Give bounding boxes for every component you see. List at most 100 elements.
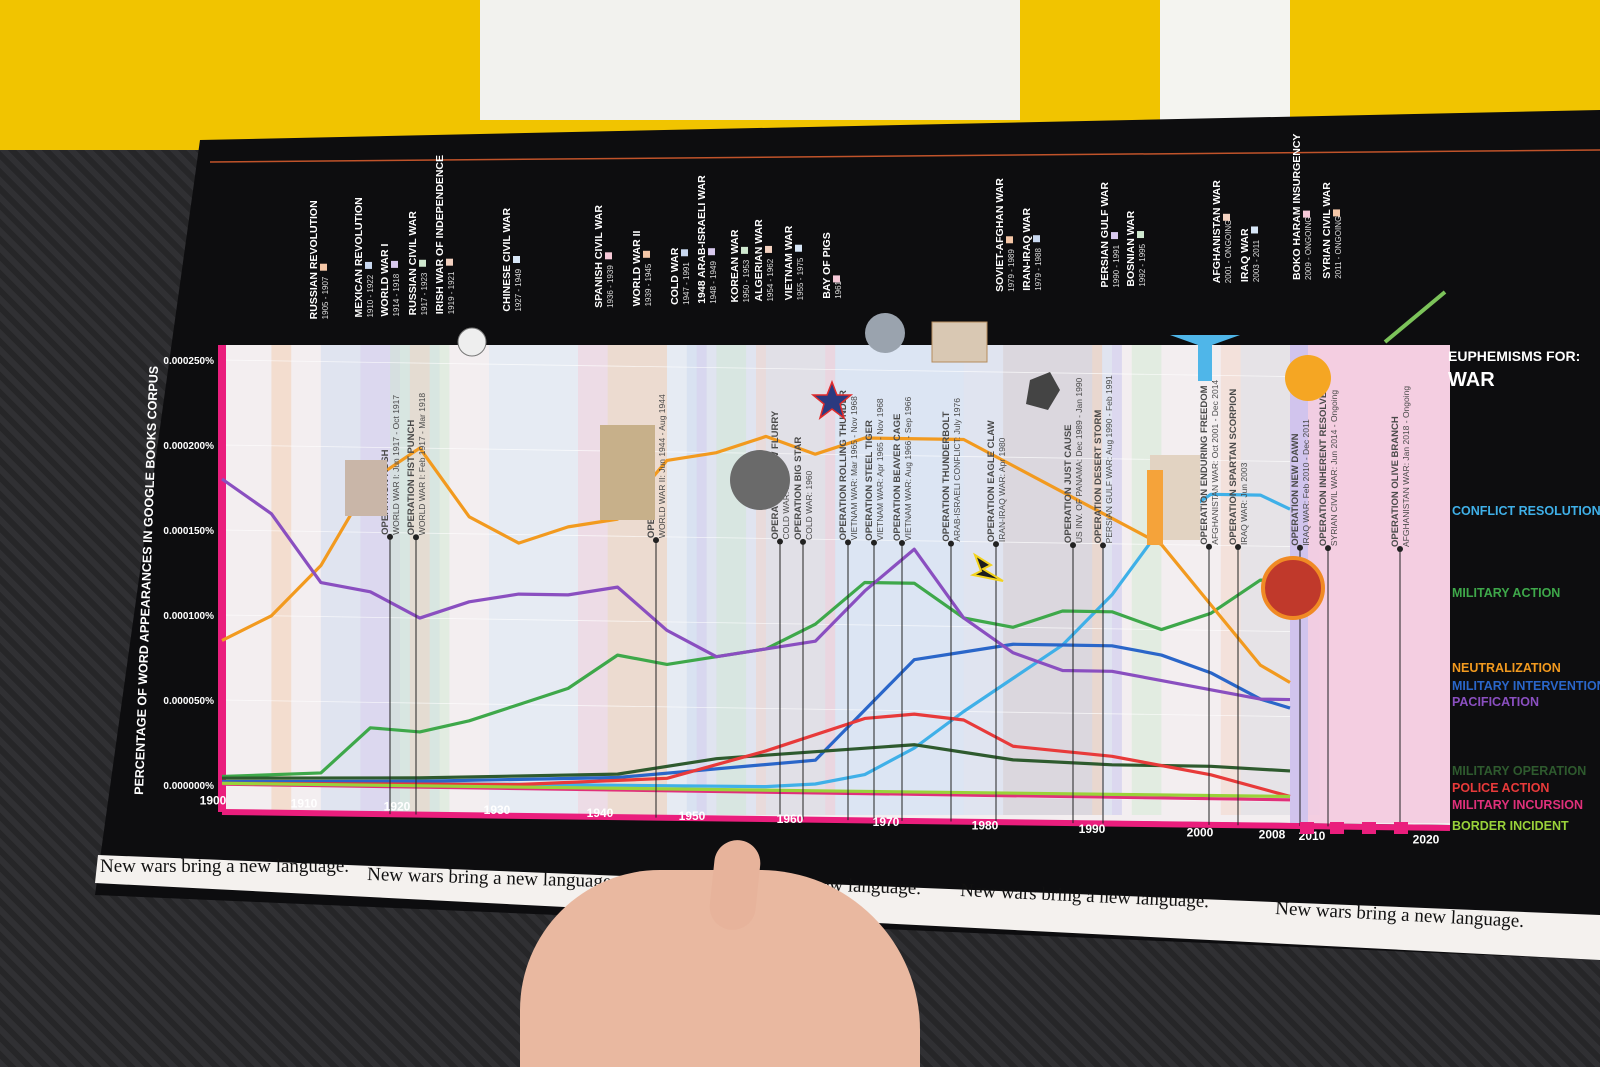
x-tick-labels: 1900 1910 1920 1930 1940 1950 1960 1970 1980 1990… bbox=[200, 794, 1440, 847]
operation-marker-dot bbox=[1397, 546, 1403, 552]
war-name: IRAQ WAR bbox=[1239, 228, 1251, 282]
war-name: MEXICAN REVOLUTION bbox=[353, 197, 365, 317]
war-label: CHINESE CIVIL WAR 1927 - 1949 bbox=[501, 208, 523, 312]
war-name: COLD WAR bbox=[669, 247, 681, 305]
series-line-border-incident bbox=[221, 781, 1291, 799]
war-band bbox=[825, 345, 836, 815]
operation-name: OPERATION ENDURING FREEDOM bbox=[1199, 385, 1210, 544]
war-name: VIETNAM WAR bbox=[783, 225, 795, 300]
series-line-police-action bbox=[221, 712, 1291, 798]
war-label: ALGERIAN WAR 1954 - 1962 bbox=[753, 219, 775, 302]
axis-tail-square bbox=[1394, 822, 1408, 834]
legend-entry: MILITARY ACTION bbox=[1452, 586, 1560, 600]
operation-name: OPERATION EAGLE CLAW bbox=[986, 420, 997, 542]
operation-subtitle: VIETNAM WAR: Aug 1966 - Sep 1966 bbox=[903, 396, 913, 541]
operation-label: OPERATION ROLLING THUNDER VIETNAM WAR: Ma… bbox=[838, 390, 859, 540]
war-band bbox=[1112, 345, 1122, 815]
war-dates: 1992 - 1995 bbox=[1138, 243, 1147, 286]
operation-name: OPERATION SPARTAN SCORPION bbox=[1228, 389, 1239, 545]
operation-name: OPERATION NEW DAWN bbox=[1290, 433, 1301, 545]
operation-label: OPERATION OLIVE BRANCH AFGHANISTAN WAR: J… bbox=[1390, 386, 1411, 547]
war-dates: 1979 - 1989 bbox=[1007, 249, 1016, 292]
operation-marker-dot bbox=[948, 540, 954, 547]
operation-label: OPERATION BEAVER CAGE VIETNAM WAR: Aug 19… bbox=[892, 396, 913, 541]
operation-subtitle: IRAN-IRAQ WAR: Apr 1980 bbox=[997, 437, 1007, 542]
x-tick-label: 1920 bbox=[384, 800, 411, 814]
war-name: SOVIET-AFGHAN WAR bbox=[994, 178, 1006, 292]
operation-name: OPERATION INHERENT RESOLVE bbox=[1318, 392, 1329, 546]
war-color-chip bbox=[1223, 213, 1230, 221]
x-tick-label: 1950 bbox=[679, 809, 706, 823]
war-label: SYRIAN CIVIL WAR 2011 - ONGOING bbox=[1321, 182, 1343, 279]
war-label: WORLD WAR II 1939 - 1945 bbox=[631, 230, 653, 306]
war-name: WORLD WAR I bbox=[379, 243, 391, 316]
war-color-chip bbox=[513, 256, 520, 264]
gridline bbox=[221, 699, 1291, 717]
operation-marker-dot bbox=[845, 539, 851, 546]
war-color-chip bbox=[1006, 236, 1013, 244]
background-door-frame bbox=[1160, 0, 1290, 130]
operation-marker-dot bbox=[653, 537, 659, 544]
war-color-chip bbox=[741, 246, 748, 254]
operation-marker-dot bbox=[871, 539, 877, 546]
operation-subtitle: ARAB-ISRAELI CONFLICT: July 1976 bbox=[952, 398, 962, 542]
operation-subtitle: IRAQ WAR: Jun 2003 bbox=[1239, 462, 1249, 545]
war-dates: 1905 - 1907 bbox=[321, 276, 330, 319]
war-label: SPANISH CIVIL WAR 1936 - 1939 bbox=[593, 205, 615, 308]
series-line-military-action bbox=[221, 578, 1291, 779]
war-color-chip bbox=[1033, 235, 1040, 243]
y-tick-label: 0.000000% bbox=[163, 781, 214, 792]
war-label: AFGHANISTAN WAR 2001 - ONGOING bbox=[1211, 180, 1233, 283]
footer-slogan: New wars bring a new language. bbox=[100, 856, 349, 877]
war-dates: 1914 - 1918 bbox=[392, 273, 401, 316]
photo-soldiers-illustration bbox=[600, 425, 655, 520]
poster-top-rule bbox=[209, 149, 1600, 163]
x-tick-label: 2020 bbox=[1413, 833, 1440, 847]
operation-markers bbox=[387, 533, 1403, 828]
series-lines bbox=[221, 434, 1291, 802]
war-band bbox=[1003, 345, 1093, 815]
legend-heading-small: EUPHEMISMS FOR: bbox=[1448, 348, 1580, 364]
operation-subtitle: AFGHANISTAN WAR: Oct 2001 - Dec 2014 bbox=[1210, 380, 1220, 545]
tiger-head-illustration bbox=[865, 313, 905, 353]
war-label: WORLD WAR I 1914 - 1918 bbox=[379, 243, 401, 316]
war-band bbox=[489, 345, 707, 815]
war-dates: 1955 - 1975 bbox=[796, 257, 805, 300]
war-dates: 1939 - 1945 bbox=[644, 263, 653, 306]
war-band bbox=[716, 345, 747, 815]
operation-label: OPERATION INHERENT RESOLVE SYRIAN CIVIL W… bbox=[1318, 390, 1339, 546]
war-label: VIETNAM WAR 1955 - 1975 bbox=[783, 225, 805, 300]
operation-name: OPERATION THUNDERBOLT bbox=[941, 411, 952, 541]
operation-name: OPERATION ROLLING THUNDER bbox=[838, 390, 849, 540]
war-band bbox=[360, 345, 400, 815]
war-name: IRAN-IRAQ WAR bbox=[1021, 208, 1033, 291]
x-tick-label: 1980 bbox=[972, 818, 999, 832]
war-label: IRAQ WAR 2003 - 2011 bbox=[1239, 226, 1261, 282]
x-tick-label: 1900 bbox=[200, 794, 227, 808]
legend: CONFLICT RESOLUTION MILITARY ACTION NEUTRA… bbox=[1452, 504, 1600, 833]
y-tick-label: 0.000050% bbox=[163, 696, 214, 707]
legend-heading-big: WAR bbox=[1448, 369, 1495, 391]
legend-entry: POLICE ACTION bbox=[1452, 781, 1549, 795]
war-name: RUSSIAN CIVIL WAR bbox=[407, 211, 419, 316]
operation-label: OPERATION STEEL TIGER VIETNAM WAR: Apr 19… bbox=[864, 398, 885, 541]
x-tick-label: 1970 bbox=[873, 815, 900, 829]
war-dates: 1950 - 1953 bbox=[742, 259, 751, 302]
operation-label: OPERATION EAGLE CLAW IRAN-IRAQ WAR: Apr 1… bbox=[986, 420, 1007, 542]
operation-name: OPERATION JUST CAUSE bbox=[1063, 424, 1074, 543]
person-outstretched-icon bbox=[1170, 335, 1240, 381]
gridline bbox=[221, 529, 1291, 547]
war-name: WORLD WAR II bbox=[631, 230, 643, 306]
war-label: RUSSIAN REVOLUTION 1905 - 1907 bbox=[308, 200, 330, 319]
operation-marker-dot bbox=[1100, 542, 1106, 549]
war-label: IRAN-IRAQ WAR 1979 - 1988 bbox=[1021, 208, 1043, 291]
war-band bbox=[1003, 345, 1103, 815]
war-period-bands bbox=[271, 345, 1450, 823]
war-dates: 2011 - ONGOING bbox=[1334, 216, 1343, 279]
operation-subtitle: VIETNAM WAR: Mar 1965 - Nov 1968 bbox=[849, 396, 859, 541]
x-axis-line bbox=[221, 809, 1451, 831]
war-dates: 1936 - 1939 bbox=[606, 265, 615, 308]
operation-marker-dot bbox=[1070, 542, 1076, 549]
war-color-chip bbox=[833, 275, 840, 283]
axis-tail-square bbox=[1362, 822, 1376, 834]
